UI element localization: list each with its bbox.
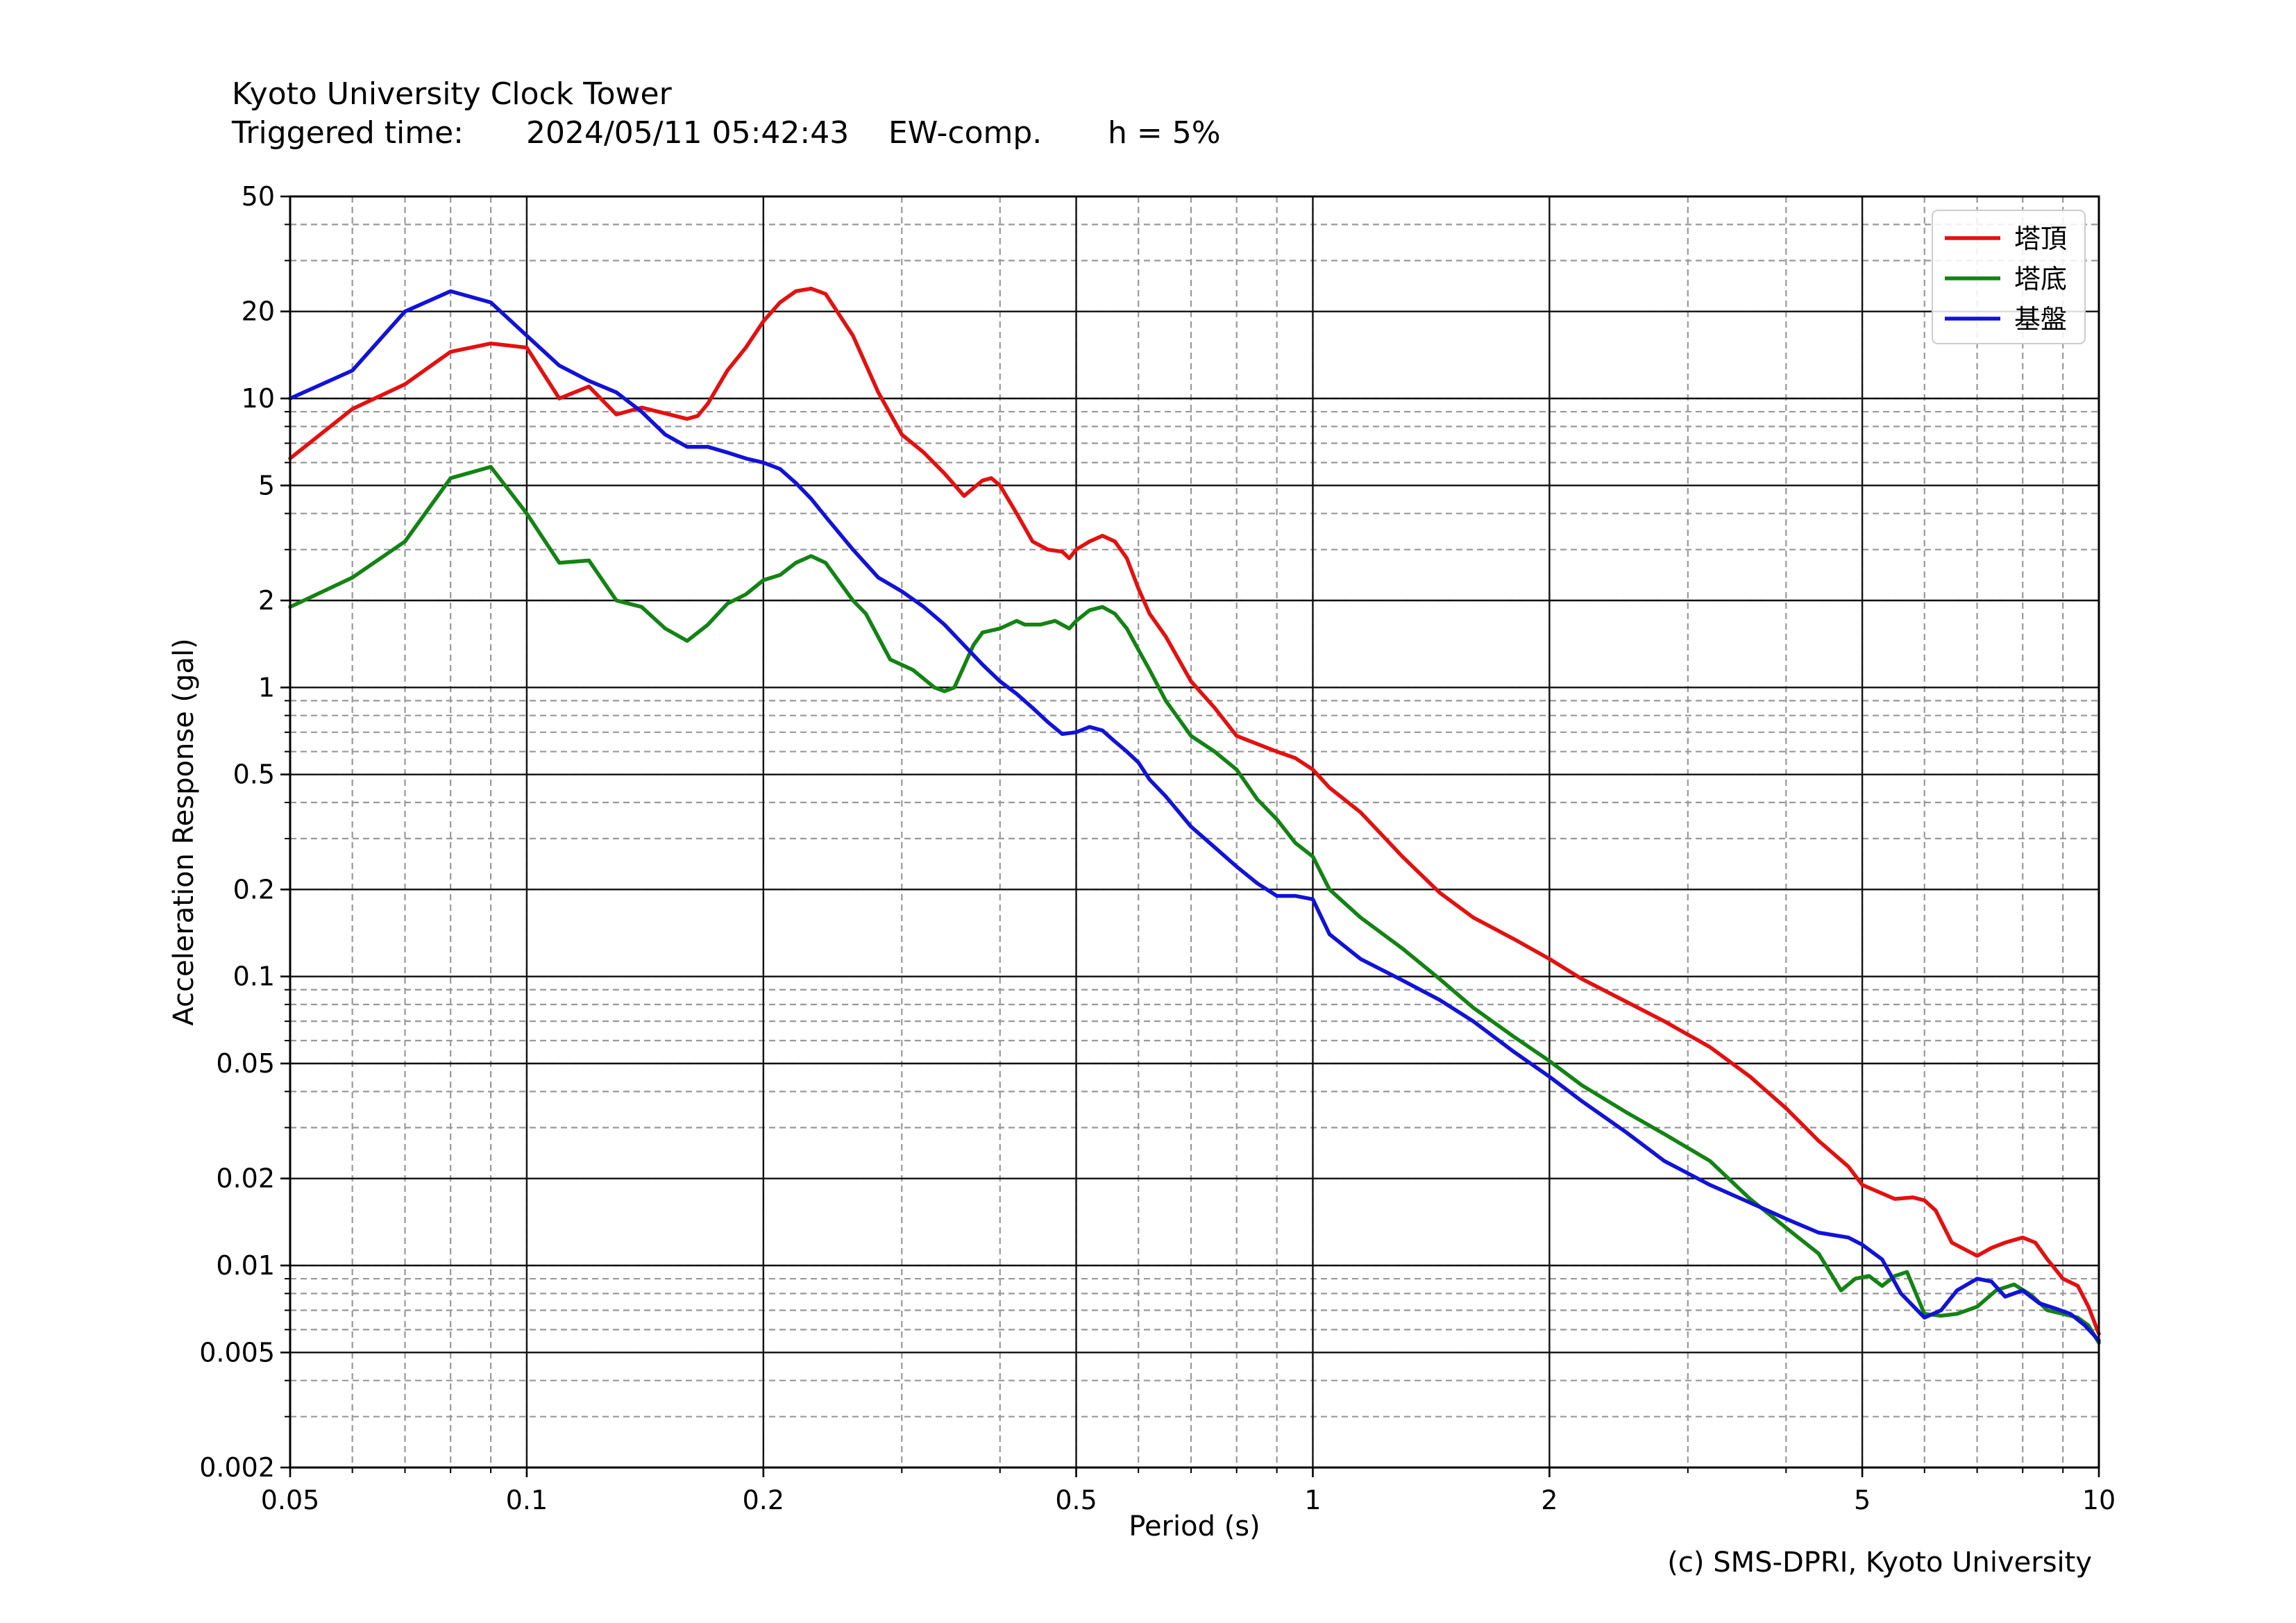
series-line-3 [288, 289, 2101, 1343]
x-tick-label: 0.1 [506, 1485, 548, 1515]
series-line-1 [288, 286, 2101, 1336]
y-axis-label: Acceleration Response (gal) [168, 638, 200, 1025]
y-tick-label: 2 [258, 585, 275, 616]
y-tick-label: 0.005 [199, 1337, 275, 1368]
legend-label: 塔底 [2014, 264, 2067, 294]
legend-box [1932, 210, 2086, 344]
x-tick-label: 10 [2082, 1485, 2116, 1515]
y-tick-label: 0.05 [216, 1048, 275, 1079]
y-tick-label: 0.002 [199, 1452, 275, 1483]
x-tick-label: 1 [1304, 1485, 1321, 1515]
y-tick-label: 0.5 [233, 759, 275, 790]
axis-ticks [280, 195, 2100, 1477]
component-label: EW-comp. [888, 115, 1043, 151]
x-tick-label: 0.05 [261, 1485, 320, 1515]
y-tick-label: 20 [242, 296, 275, 327]
y-tick-label: 0.02 [216, 1163, 275, 1194]
station-title: Kyoto University Clock Tower [232, 76, 672, 112]
legend-label: 塔頂 [2014, 224, 2067, 254]
series-line-2 [288, 464, 2101, 1345]
y-tick-label: 50 [242, 181, 275, 212]
x-tick-label: 2 [1541, 1485, 1558, 1515]
y-tick-label: 5 [258, 470, 275, 501]
damping-label: h = 5% [1108, 115, 1221, 151]
series-layer [288, 286, 2101, 1345]
x-tick-label: 0.5 [1055, 1485, 1097, 1515]
x-tick-label: 0.2 [743, 1485, 784, 1515]
y-tick-label: 0.01 [216, 1250, 275, 1281]
y-tick-label: 0.2 [233, 874, 275, 905]
legend-label: 基盤 [2014, 304, 2067, 335]
x-tick-label: 5 [1854, 1485, 1871, 1515]
y-tick-label: 1 [258, 672, 275, 703]
triggered-time-value: 2024/05/11 05:42:43 [526, 115, 850, 151]
y-tick-label: 0.1 [233, 961, 275, 992]
y-tick-label: 10 [242, 383, 275, 414]
x-axis-label: Period (s) [1129, 1511, 1260, 1542]
triggered-time-label: Triggered time: [232, 115, 464, 151]
tick-labels: 0.05 0.1 0.2 0.5 1 2 5 10 0.002 0.005 0.01 0.02 0.05… [199, 181, 2116, 1515]
plot-frame [289, 195, 2100, 1469]
credit-text: (c) SMS-DPRI, Kyoto University [1667, 1547, 2092, 1579]
